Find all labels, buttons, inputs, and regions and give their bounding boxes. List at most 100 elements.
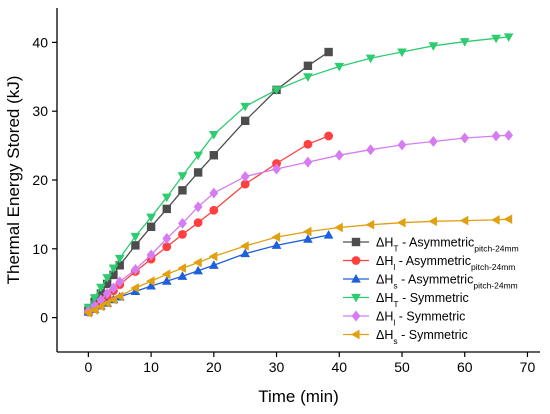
data-point (146, 276, 155, 286)
x-tick-label: 50 (394, 359, 410, 375)
axes: 0 10 20 30 40 50 60 70 0 10 20 30 40 (32, 8, 540, 375)
data-point (503, 214, 513, 225)
data-point (89, 294, 100, 303)
data-point (96, 294, 106, 306)
legend-marker (351, 273, 361, 283)
x-tick-label: 60 (457, 359, 473, 375)
data-point (162, 242, 172, 252)
legend-marker (351, 310, 361, 322)
data-point (396, 217, 406, 228)
data-point (108, 264, 119, 274)
data-point (491, 130, 501, 142)
series-0 (84, 47, 333, 315)
data-point (504, 129, 514, 141)
data-point (130, 263, 140, 275)
legend-marker (350, 329, 360, 340)
data-point (428, 42, 439, 51)
y-tick-label: 0 (40, 310, 48, 326)
series-4 (83, 129, 514, 317)
data-point (193, 168, 203, 177)
data-point (303, 61, 313, 70)
data-point (130, 232, 141, 242)
data-point (491, 215, 500, 225)
x-tick-label: 20 (206, 359, 222, 375)
data-point (208, 131, 219, 140)
series-2 (83, 230, 334, 316)
data-point (131, 241, 140, 250)
data-point (428, 136, 438, 147)
data-point (115, 276, 125, 288)
data-point (208, 251, 218, 262)
data-point (323, 230, 334, 239)
x-tick-label: 70 (520, 359, 536, 375)
data-point (334, 222, 343, 233)
data-point (178, 217, 187, 229)
data-point (96, 289, 106, 298)
data-point (303, 139, 313, 149)
legend-label: ΔHl - Symmetric (376, 310, 465, 328)
data-point (102, 279, 112, 289)
data-point (109, 282, 118, 294)
data-point (193, 257, 202, 268)
data-point (272, 163, 281, 175)
data-point (503, 33, 514, 42)
legend-item-3: ΔHT - Symmetric (343, 291, 469, 309)
data-point (114, 291, 124, 302)
data-point (193, 265, 203, 275)
data-point (193, 201, 203, 213)
data-point (240, 179, 250, 189)
data-point (366, 144, 376, 156)
y-tick-label: 40 (32, 34, 48, 50)
series-3 (83, 33, 514, 313)
x-tick-label: 10 (143, 359, 159, 375)
data-point (240, 102, 251, 112)
data-point (130, 283, 139, 293)
data-point (240, 116, 250, 126)
data-point (491, 34, 501, 44)
data-point (108, 294, 118, 305)
data-point (109, 270, 118, 280)
data-point (178, 229, 187, 239)
series-line (88, 135, 329, 313)
x-tick-label: 30 (269, 359, 285, 375)
data-point (302, 226, 312, 237)
data-point (83, 307, 92, 318)
data-point (115, 261, 124, 270)
data-point (240, 248, 251, 258)
data-point (240, 171, 250, 183)
data-point (240, 241, 249, 251)
series-1 (83, 131, 334, 317)
data-point (271, 240, 282, 249)
data-point (334, 62, 345, 72)
data-point (177, 172, 188, 181)
x-axis-title: Time (min) (258, 387, 339, 406)
data-point (146, 280, 156, 290)
legend-item-2: ΔHs - Asymmetricpitch-24mm (343, 273, 518, 291)
series-line (87, 51, 329, 312)
legend-label: ΔHs - Symmetric (376, 328, 468, 346)
data-point (178, 186, 187, 195)
data-point (397, 139, 407, 151)
series-line (87, 36, 509, 308)
data-point (209, 151, 219, 160)
data-point (114, 254, 125, 264)
plot-area (83, 33, 514, 318)
legend-item-1: ΔHl - Asymmetricpitch-24mm (343, 254, 515, 272)
data-point (95, 301, 105, 312)
data-point (303, 73, 313, 82)
data-point (177, 271, 188, 280)
legend-item-0: ΔHT - Asymmetricpitch-24mm (343, 236, 519, 254)
data-point (146, 213, 156, 223)
series-line (87, 134, 509, 312)
legend-label: ΔHs - Asymmetricpitch-24mm (376, 273, 518, 291)
data-point (89, 305, 99, 315)
y-tick-label: 30 (32, 103, 48, 119)
data-point (459, 215, 469, 226)
y-tick-label: 20 (32, 172, 48, 188)
legend-marker (351, 293, 361, 303)
data-point (271, 232, 281, 242)
data-point (102, 274, 113, 283)
legend-marker (351, 237, 361, 247)
